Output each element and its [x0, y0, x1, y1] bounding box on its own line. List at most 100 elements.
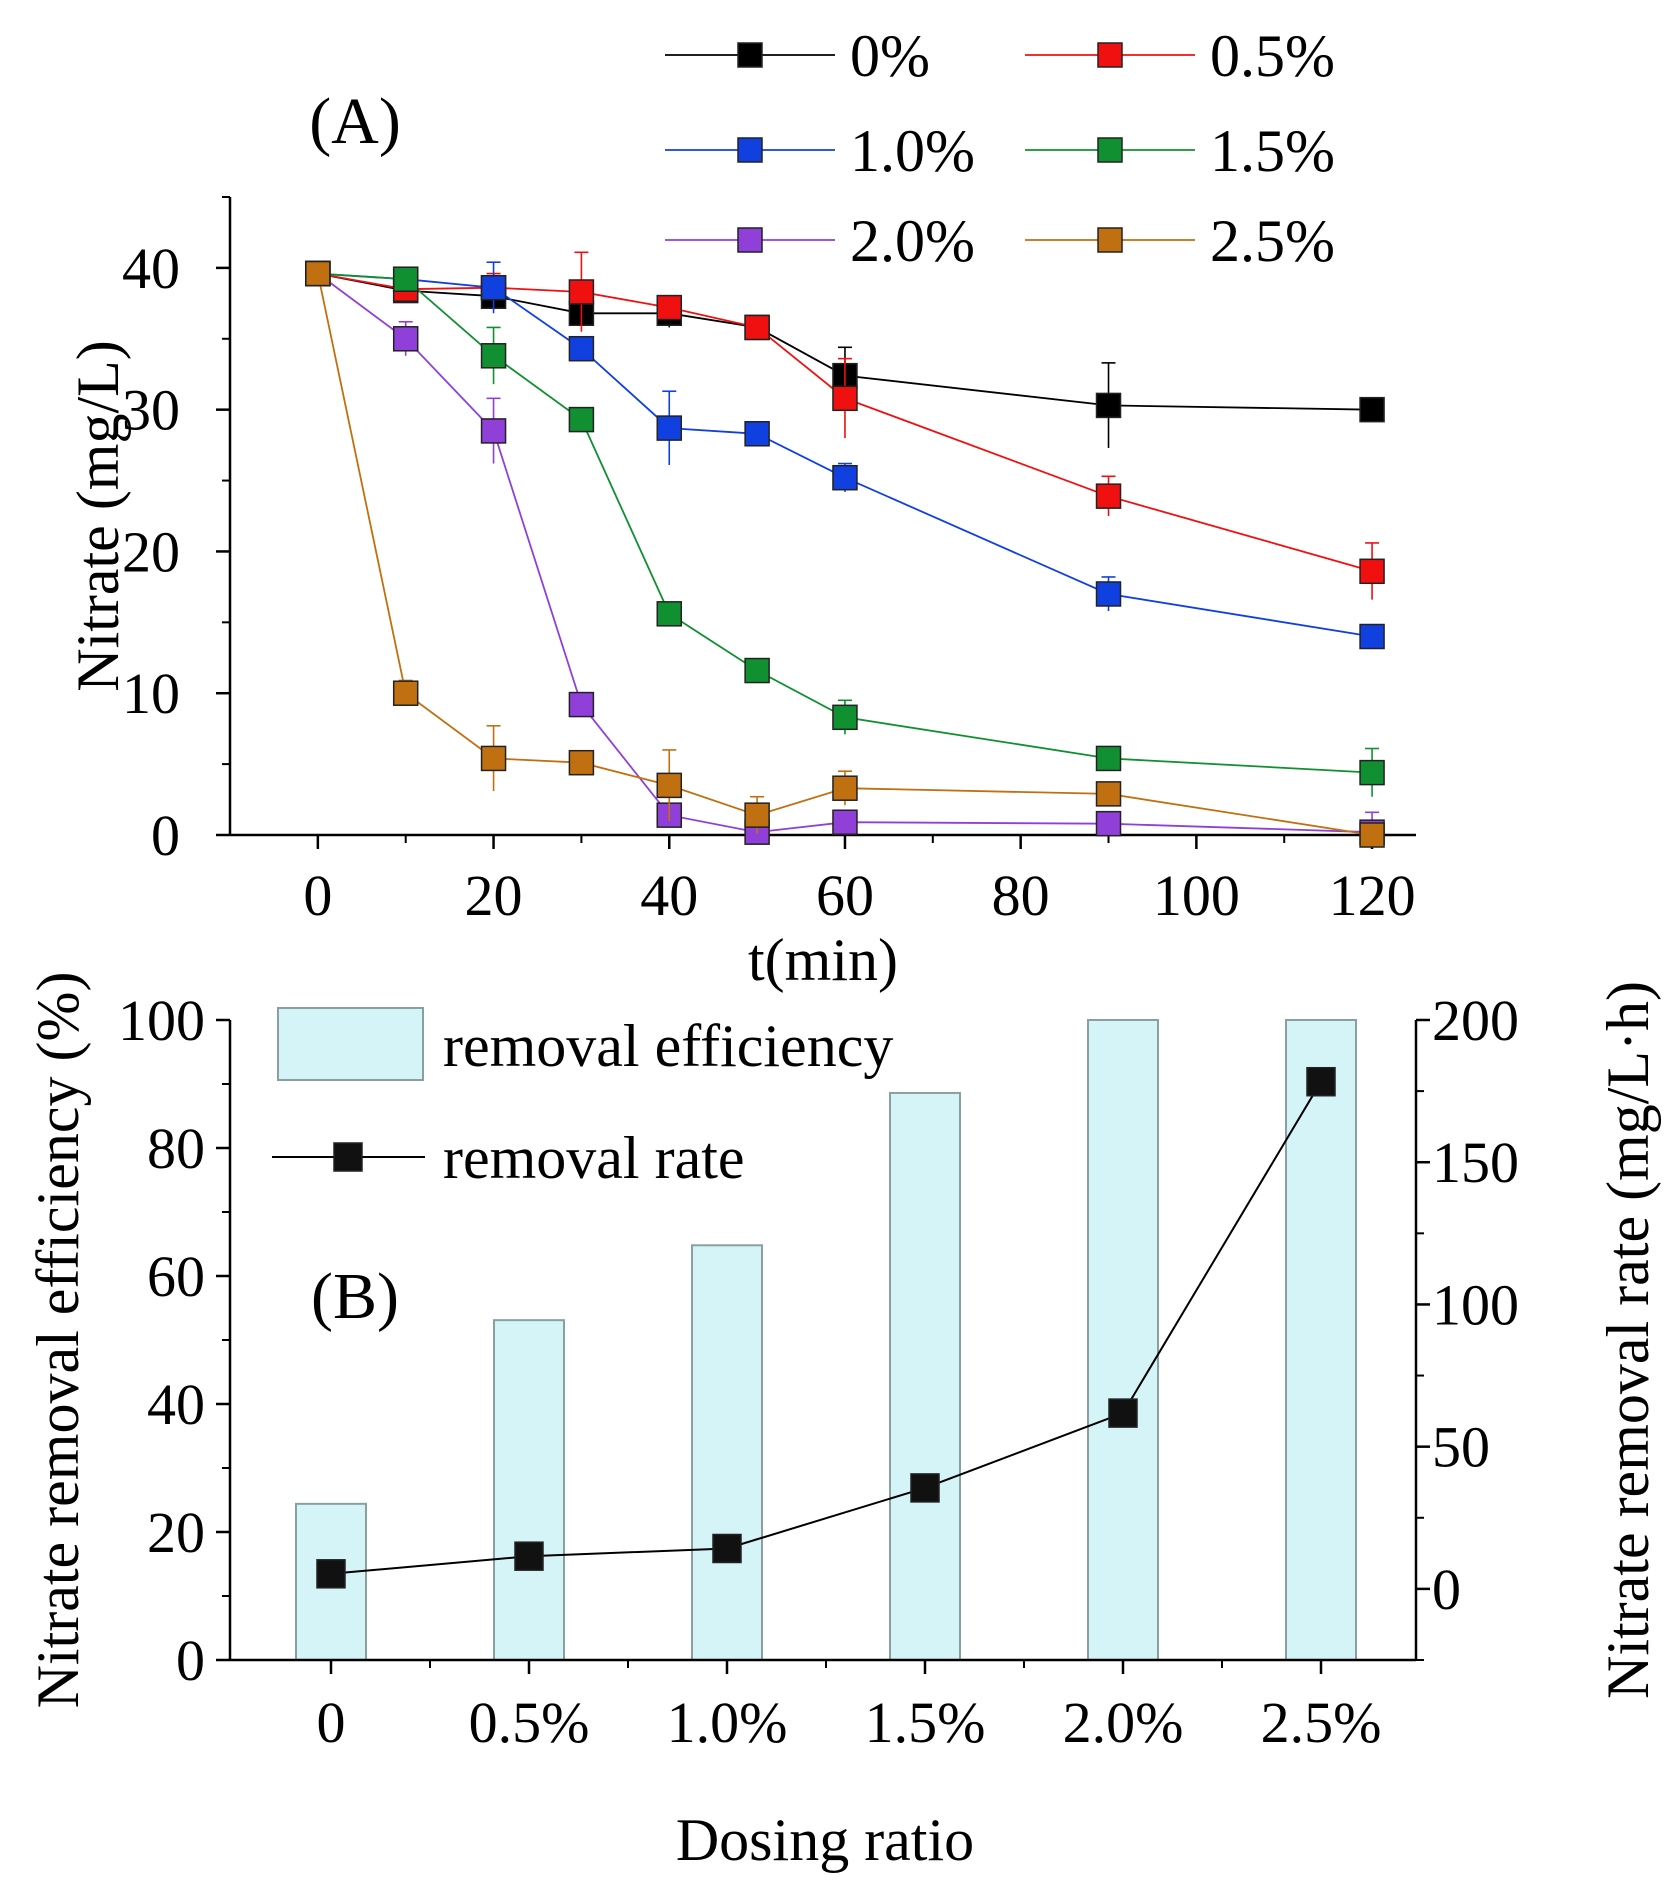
x-tick-label: 2.0%: [1063, 1690, 1184, 1755]
panel-label-a: (A): [309, 85, 401, 158]
data-point: [832, 385, 858, 412]
legend-label: 1.0%: [850, 118, 975, 184]
data-point: [744, 421, 770, 447]
bar: [1087, 1019, 1159, 1661]
data-point: [392, 680, 419, 706]
y-tick-label-left: 80: [147, 1116, 205, 1181]
y-tick-label-left: 40: [147, 1372, 205, 1437]
data-point: [316, 1559, 346, 1589]
data-point: [1359, 396, 1385, 423]
series-line: [330, 1081, 1322, 1575]
data-point: [480, 745, 507, 772]
data-point: [910, 1473, 940, 1503]
y-tick-label-left: 60: [147, 1244, 205, 1309]
data-point: [1095, 483, 1122, 509]
data-point: [568, 749, 595, 776]
y-axis-title-left: Nitrate removal efficiency (%): [25, 972, 91, 1709]
panel-a-nitrate-vs-time: 0 20 40 60 80 100 120 0 10 20 30 40 t(min) Nitrate (m…: [65, 23, 1416, 993]
data-point: [744, 802, 770, 828]
y-tick-label-left: 0: [176, 1628, 205, 1693]
y-tick-label-right: 150: [1432, 1130, 1519, 1195]
y-tick-label-right: 0: [1432, 1557, 1461, 1622]
data-point: [744, 657, 770, 684]
x-tick-label: 40: [640, 863, 698, 928]
y-axis-title: Nitrate (mg/L): [65, 340, 131, 692]
legend-marker: [737, 137, 763, 163]
y-tick-label: 10: [122, 661, 180, 726]
x-axis-title: t(min): [748, 927, 898, 993]
legend-label-bar: removal efficiency: [443, 1013, 893, 1079]
y-tick-label: 0: [151, 803, 180, 868]
y-tick-label: 30: [122, 378, 180, 443]
data-point: [1095, 581, 1122, 607]
data-point: [1095, 745, 1122, 772]
y-tick-label-left: 20: [147, 1500, 205, 1565]
series-2.5%: [305, 260, 1385, 848]
legend-label: 1.5%: [1210, 118, 1335, 184]
x-tick-label: 0.5%: [469, 1690, 590, 1755]
legend-marker-rate: [333, 1142, 363, 1172]
y-tick-label: 40: [122, 236, 180, 301]
data-point: [656, 294, 683, 321]
legend-a: 0% 0.5% 1.0% 1.5% 2.0% 2.5%: [665, 23, 1335, 274]
series-0.5%: [305, 251, 1385, 600]
data-point: [656, 772, 683, 799]
y-tick-label-right: 200: [1432, 988, 1519, 1053]
data-point: [568, 406, 595, 433]
data-point: [392, 326, 419, 352]
bar: [691, 1244, 763, 1662]
data-point: [744, 314, 770, 341]
legend-label: 2.0%: [850, 208, 975, 274]
data-point: [1095, 392, 1122, 419]
y-tick-label: 20: [122, 519, 180, 584]
x-tick-label: 2.5%: [1261, 1690, 1382, 1755]
series-1.0%: [305, 260, 1385, 650]
x-tick-label: 120: [1329, 863, 1416, 928]
y-tick-label-right: 100: [1432, 1272, 1519, 1337]
data-point: [392, 266, 419, 292]
data-point: [568, 279, 595, 305]
x-tick-label: 1.0%: [667, 1690, 788, 1755]
legend-marker: [1097, 137, 1123, 163]
data-point: [480, 274, 507, 301]
bar: [493, 1319, 565, 1662]
data-point: [480, 343, 507, 369]
x-tick-label: 0: [317, 1690, 346, 1755]
series-line: [317, 272, 1373, 638]
data-point: [305, 260, 331, 287]
data-point: [656, 415, 683, 441]
x-tick-label: 20: [465, 863, 523, 928]
data-point: [1359, 759, 1385, 786]
data-point: [1359, 558, 1385, 585]
legend-label-rate: removal rate: [443, 1125, 745, 1191]
y-tick-label-left: 100: [118, 988, 205, 1053]
legend-label: 0.5%: [1210, 23, 1335, 89]
x-tick-label: 60: [816, 863, 874, 928]
y-axis-title-right: Nitrate removal rate (mg/L·h): [1595, 981, 1661, 1699]
x-tick-label: 0: [303, 863, 332, 928]
data-point: [568, 335, 595, 362]
panel-b-removal-vs-dosing: 0 20 40 60 80 100 0 50 100 150 200 0 0.5% 1.0% 1.5% 2.0…: [25, 972, 1661, 1873]
data-point: [1108, 1398, 1138, 1428]
bars-removal-efficiency: [295, 1019, 1357, 1662]
data-point: [1095, 810, 1122, 837]
data-point: [832, 464, 858, 491]
data-point: [712, 1533, 742, 1564]
legend-marker: [737, 227, 763, 253]
data-point: [832, 809, 858, 835]
x-tick-label: 100: [1153, 863, 1240, 928]
data-point: [1359, 822, 1385, 848]
data-point: [514, 1541, 544, 1571]
bar: [889, 1091, 961, 1661]
data-point: [832, 704, 858, 731]
legend-swatch-bar: [277, 1007, 424, 1081]
legend-marker: [737, 42, 763, 68]
data-point: [656, 601, 683, 627]
panel-label-b: (B): [311, 1260, 399, 1333]
x-tick-label: 80: [992, 863, 1050, 928]
data-point: [1359, 623, 1385, 650]
legend-marker: [1097, 227, 1123, 253]
x-tick-label: 1.5%: [865, 1690, 986, 1755]
series-removal-rate: [316, 1066, 1336, 1589]
data-point: [1306, 1066, 1336, 1097]
